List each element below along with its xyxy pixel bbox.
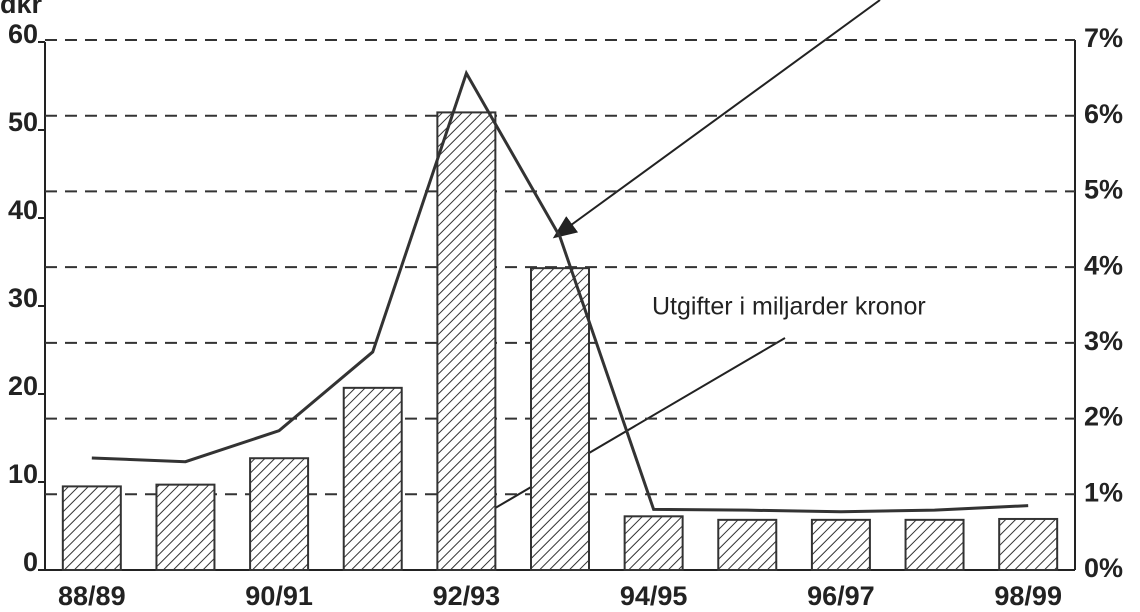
y-tick-label: 40 [8, 195, 38, 225]
y2-tick-label: 6% [1084, 99, 1123, 129]
y-tick-label: 60 [8, 19, 38, 49]
x-tick-label: 90/91 [245, 581, 313, 611]
y-tick-label: 0 [23, 547, 38, 577]
annotation-arrow [552, 0, 881, 239]
x-tick-label: 96/97 [807, 581, 875, 611]
y2-tick-label: 7% [1084, 23, 1123, 53]
y2-tick-label: 1% [1084, 477, 1123, 507]
y2-tick-label: 0% [1084, 553, 1123, 583]
y-tick-label: 50 [8, 107, 38, 137]
bar [61, 485, 122, 571]
y-tick-label: 30 [8, 283, 38, 313]
bar [998, 517, 1059, 572]
x-tick-label: 94/95 [620, 581, 688, 611]
bar [904, 518, 965, 572]
y2-tick-label: 5% [1084, 175, 1123, 205]
bar [249, 457, 310, 571]
x-tick-label: 92/93 [433, 581, 501, 611]
bar [623, 515, 684, 572]
bar [436, 111, 497, 572]
y2-tick-label: 2% [1084, 402, 1123, 432]
y2-tick-label: 3% [1084, 326, 1123, 356]
y-tick-label: 20 [8, 371, 38, 401]
x-tick-label: 88/89 [58, 581, 126, 611]
bar [155, 483, 216, 572]
bar [342, 386, 403, 571]
y2-tick-label: 4% [1084, 250, 1123, 280]
y-axis-label: dkr [0, 0, 43, 19]
bar [717, 518, 778, 572]
bar [810, 518, 871, 572]
y-tick-label: 10 [8, 459, 38, 489]
bar [530, 267, 590, 571]
x-tick-label: 98/99 [994, 581, 1062, 611]
annotation-label: Utgifter i miljarder kronor [652, 293, 926, 321]
line [91, 69, 1029, 514]
